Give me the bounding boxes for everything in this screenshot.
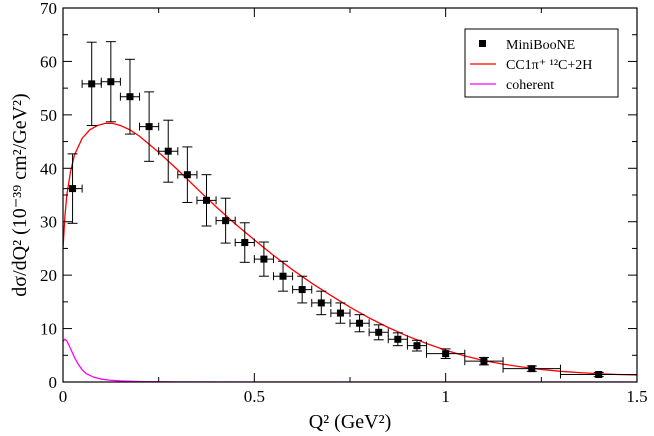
miniboone-marker [69, 185, 77, 193]
miniboone-marker [336, 309, 344, 317]
data-point [177, 146, 198, 203]
miniboone-marker [222, 217, 230, 225]
axes: 0 0.5 1 1.5 0 10 20 30 40 50 60 70 [40, 0, 648, 406]
y-tick-label: 60 [40, 52, 57, 71]
miniboone-marker [183, 171, 191, 179]
y-tick-label: 70 [40, 0, 57, 18]
data-point [196, 174, 217, 227]
data-point [253, 241, 274, 277]
miniboone-marker [279, 272, 287, 280]
miniboone-marker [356, 319, 364, 327]
x-tick-label: 0 [59, 387, 68, 406]
data-point [272, 260, 294, 292]
miniboone-marker [317, 299, 325, 307]
plot-area [62, 41, 638, 382]
coherent-curve [63, 338, 637, 382]
data-point [426, 348, 466, 359]
miniboone-marker [413, 342, 421, 350]
data-point [292, 275, 313, 304]
y-tick-label: 40 [40, 159, 57, 178]
legend-label-coherent: coherent [506, 78, 554, 93]
legend: MiniBooNE CC1π⁺ ¹²C+2H coherent [464, 28, 619, 98]
miniboone-marker [88, 80, 96, 88]
data-point [119, 58, 141, 135]
y-axis-label: dσ/dQ² (10⁻³⁹ cm²/GeV²) [9, 93, 31, 296]
data-point [62, 153, 83, 224]
data-point [330, 302, 351, 324]
y-tick-label: 0 [49, 373, 58, 392]
legend-marker-miniboone [479, 40, 486, 47]
data-point [139, 91, 160, 162]
data-point [158, 119, 179, 183]
y-tick-label: 50 [40, 106, 57, 125]
miniboone-marker [145, 123, 153, 131]
x-tick-label: 0.5 [244, 387, 265, 406]
legend-box [464, 28, 619, 98]
miniboone-marker [126, 93, 134, 101]
x-tick-label: 1.5 [626, 387, 647, 406]
miniboone-marker [375, 328, 383, 336]
data-point [406, 339, 428, 352]
miniboone-marker [260, 255, 268, 263]
data-point [81, 41, 102, 127]
legend-label-cc1pi: CC1π⁺ ¹²C+2H [506, 58, 592, 73]
y-tick-label: 20 [40, 266, 57, 285]
miniboone-marker [107, 78, 115, 86]
x-tick-label: 1 [441, 387, 450, 406]
miniboone-marker [298, 286, 306, 294]
miniboone-marker [164, 147, 172, 155]
legend-label-miniboone: MiniBooNE [506, 38, 575, 53]
data-point [215, 197, 236, 244]
miniboone-marker [241, 239, 249, 247]
x-axis-label: Q² (GeV²) [309, 411, 392, 433]
y-tick-label: 30 [40, 213, 57, 232]
miniboone-marker [480, 357, 488, 365]
y-tick-label: 10 [40, 320, 57, 339]
data-point [368, 324, 389, 341]
data-point [311, 290, 332, 316]
miniboone-marker [528, 365, 536, 373]
miniboone-marker [595, 371, 603, 379]
data-point [464, 356, 504, 366]
miniboone-marker [442, 350, 450, 358]
data-point [100, 41, 121, 123]
miniboone-marker [203, 196, 210, 204]
data-point [349, 314, 370, 333]
data-point [234, 222, 255, 263]
miniboone-marker [394, 335, 402, 343]
